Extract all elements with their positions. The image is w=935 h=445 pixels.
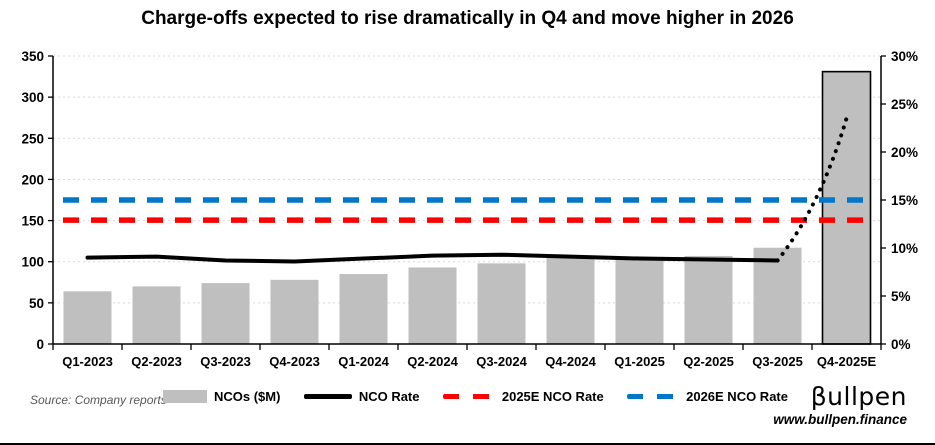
- x-axis-tick-label: Q4-2024: [545, 354, 596, 369]
- left-axis-tick-label: 350: [21, 49, 44, 64]
- legend-item-nco-rate: NCO Rate: [303, 389, 420, 404]
- left-axis-tick-label: 250: [21, 131, 44, 146]
- nco-bar-q3-2024: [477, 263, 526, 344]
- right-axis-tick-label: 0%: [891, 337, 911, 352]
- legend-label: NCOs ($M): [214, 389, 281, 404]
- x-axis-tick-label: Q3-2024: [476, 354, 527, 369]
- red-dashed-line-swatch-icon: [442, 394, 495, 399]
- nco-bar-q2-2025: [684, 255, 733, 344]
- right-axis-tick-label: 15%: [891, 193, 918, 208]
- source-note: Source: Company reports: [30, 393, 167, 407]
- nco-rate-line: [85, 252, 780, 264]
- left-axis-tick-label: 100: [21, 255, 44, 270]
- nco-bar-q2-2023: [132, 286, 181, 344]
- right-axis-tick-label: 30%: [891, 49, 918, 64]
- left-axis-tick-label: 200: [21, 172, 44, 187]
- left-axis-tick-label: 0: [36, 337, 44, 352]
- left-axis-tick-label: 50: [29, 296, 44, 311]
- legend-item-ncos: NCOs ($M): [163, 389, 280, 404]
- nco-bar-q1-2023: [63, 291, 112, 344]
- x-axis-tick-label: Q2-2023: [131, 354, 182, 369]
- legend-label: NCO Rate: [358, 389, 420, 404]
- brand-website-link[interactable]: www.bullpen.finance: [773, 411, 907, 427]
- combo-chart: 0 50 100 150 200 250 300 350 0% 5% 10% 15% 20% 25% 30%…: [21, 49, 918, 369]
- nco-bar-q1-2025: [615, 259, 664, 344]
- right-axis-tick-label: 20%: [891, 145, 918, 160]
- bar-swatch-icon: [163, 390, 207, 403]
- brand-block: βullpen www.bullpen.finance: [773, 383, 907, 427]
- x-axis-tick-label: Q1-2023: [62, 354, 113, 369]
- x-axis-tick-label: Q3-2023: [200, 354, 251, 369]
- nco-bar-q4-2024: [546, 257, 595, 344]
- legend-item-2026e-rate: 2026E NCO Rate: [627, 389, 788, 404]
- solid-line-swatch-icon: [303, 394, 352, 399]
- x-axis-tick-label: Q3-2025: [752, 354, 803, 369]
- blue-dashed-line-swatch-icon: [627, 394, 680, 399]
- legend-label: 2025E NCO Rate: [501, 389, 604, 404]
- x-axis-tick-label: Q4-2025E: [817, 354, 877, 369]
- x-axis-tick-label: Q2-2024: [407, 354, 458, 369]
- nco-bar-q3-2025: [753, 247, 802, 344]
- right-axis-tick-label: 5%: [891, 289, 911, 304]
- nco-bar-q4-2023: [270, 279, 319, 344]
- chart-title: Charge-offs expected to rise dramaticall…: [141, 8, 794, 29]
- left-axis-tick-label: 300: [21, 90, 44, 105]
- x-axis-tick-label: Q1-2025: [614, 354, 665, 369]
- left-axis-tick-label: 150: [21, 214, 44, 229]
- x-axis-tick-label: Q4-2023: [269, 354, 320, 369]
- x-axis-tick-label: Q2-2025: [683, 354, 734, 369]
- nco-bar-q2-2024: [408, 267, 457, 344]
- x-axis-tick-label: Q1-2024: [338, 354, 389, 369]
- right-axis-tick-label: 10%: [891, 241, 918, 256]
- chart-footer: Source: Company reports NCOs ($M) NCO Ra…: [0, 383, 935, 443]
- nco-bar-q3-2023: [201, 283, 250, 344]
- nco-rate-projection-line: [775, 116, 849, 263]
- bullpen-logo: βullpen: [810, 382, 907, 411]
- legend-label: 2026E NCO Rate: [686, 389, 788, 404]
- nco-bar-q4-2025e: [821, 70, 872, 345]
- chart-legend: NCOs ($M) NCO Rate 2025E NCO Rate 2026E …: [163, 389, 788, 404]
- legend-item-2025e-rate: 2025E NCO Rate: [442, 389, 604, 404]
- nco-bar-q1-2024: [339, 274, 388, 344]
- right-axis-tick-label: 25%: [891, 97, 918, 112]
